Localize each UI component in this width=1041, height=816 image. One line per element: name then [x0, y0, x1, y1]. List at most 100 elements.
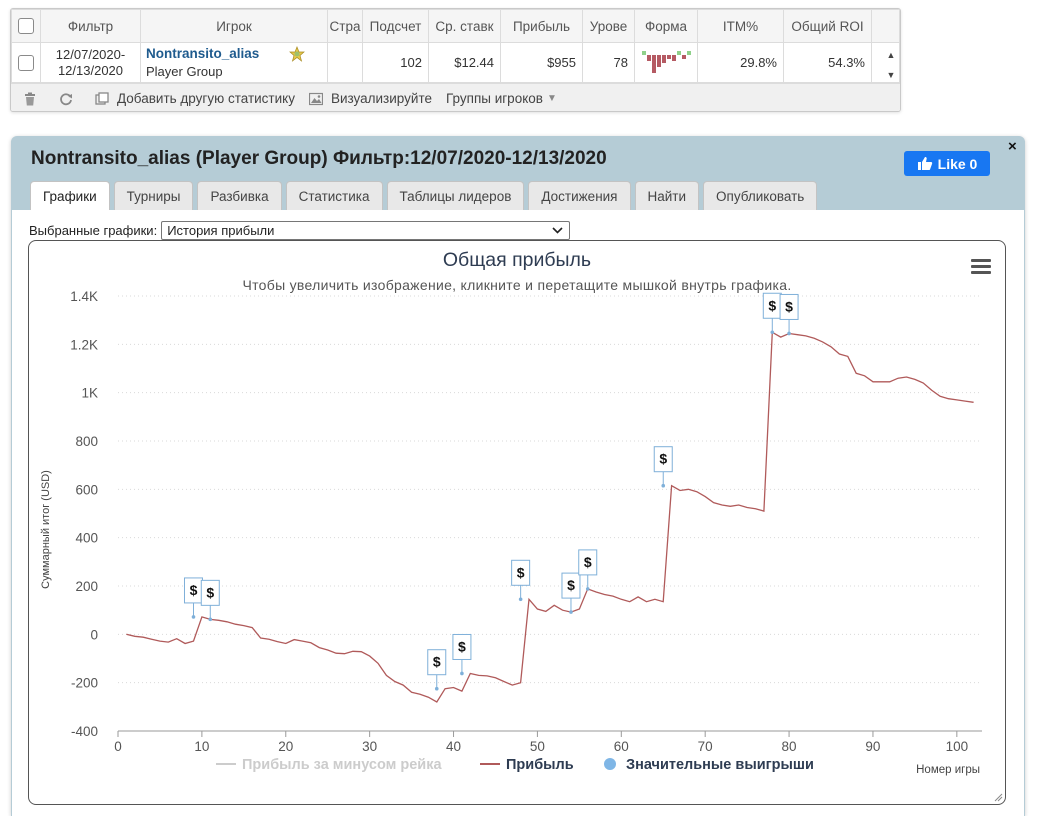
x-tick-label: 10: [194, 739, 209, 754]
select-all-cell[interactable]: [11, 9, 41, 43]
chart-title: Общая прибыль: [442, 249, 592, 271]
x-tick-label: 90: [865, 739, 880, 754]
tab-breakdown[interactable]: Разбивка: [197, 181, 282, 210]
big-win-flag[interactable]: $: [511, 559, 531, 602]
col-header-profit[interactable]: Прибыль: [500, 9, 583, 43]
big-win-flag[interactable]: $: [200, 579, 220, 622]
col-header-filter[interactable]: Фильтр: [40, 9, 141, 43]
player-groups-label: Группы игроков: [445, 91, 543, 106]
big-win-label: $: [584, 554, 592, 570]
resize-grip-icon[interactable]: [993, 792, 1003, 802]
col-header-count[interactable]: Подсчет: [362, 9, 429, 43]
big-win-marker: [460, 671, 464, 676]
tab-charts[interactable]: Графики: [30, 181, 110, 211]
tab-find[interactable]: Найти: [634, 181, 700, 210]
big-win-flag[interactable]: $: [762, 292, 782, 335]
player-panel: Nontransito_alias (Player Group) Фильтр:…: [11, 136, 1025, 816]
col-header-country[interactable]: Стра: [327, 9, 363, 43]
grid-scrollbar[interactable]: ▲ ▼: [885, 45, 897, 85]
col-header-player[interactable]: Игрок: [140, 9, 328, 43]
profit-chart[interactable]: -400 -200 0 200 400 600 800 1K 1.2K 1.4K 0 10 20 30 40…: [29, 241, 1005, 804]
big-win-flag[interactable]: $: [779, 293, 799, 336]
player-name-link[interactable]: Nontransito_alias: [146, 45, 260, 61]
form-bar: [687, 51, 691, 55]
legend-item-profit[interactable]: Прибыль: [480, 757, 574, 773]
big-win-flag[interactable]: $: [578, 549, 598, 591]
big-win-box: [452, 633, 472, 660]
big-win-marker: [770, 330, 775, 335]
like-label: Like 0: [937, 155, 978, 172]
visualize-button[interactable]: Визуализируйте: [308, 91, 432, 106]
close-panel-icon[interactable]: ×: [1008, 138, 1017, 155]
player-groups-dropdown[interactable]: Группы игроков ▼: [446, 91, 557, 106]
x-tick-label: 20: [278, 739, 293, 754]
form-bar: [667, 55, 671, 59]
col-header-itm[interactable]: ITM%: [697, 9, 784, 43]
chart-selector-label: Выбранные графики:: [29, 223, 158, 238]
legend-item-big-wins[interactable]: Значительные выигрыши: [604, 757, 814, 773]
big-win-label: $: [768, 297, 776, 313]
big-win-box: [511, 559, 531, 586]
col-header-roi[interactable]: Общий ROI: [783, 9, 872, 43]
chart-menu-icon[interactable]: [971, 259, 991, 275]
delete-button[interactable]: [23, 92, 45, 106]
col-header-avg-stake[interactable]: Ср. ставк: [428, 9, 501, 43]
form-bar: [662, 55, 666, 63]
form-bar: [647, 55, 651, 61]
form-sparkline: [642, 51, 691, 73]
tab-publish[interactable]: Опубликовать: [703, 181, 818, 210]
tab-statistics[interactable]: Статистика: [285, 181, 383, 210]
y-tick-label: 200: [75, 579, 98, 594]
big-win-marker: [787, 331, 791, 336]
legend-label-big-wins: Значительные выигрыши: [626, 757, 814, 773]
big-win-flag[interactable]: $: [452, 633, 472, 676]
row-select-cell[interactable]: [11, 42, 41, 83]
big-win-box: [561, 572, 581, 599]
player-cell: Nontransito_alias Player Group: [140, 42, 328, 83]
big-win-flag[interactable]: $: [183, 577, 203, 619]
legend-label-profit: Прибыль: [506, 757, 574, 773]
scroll-down-icon[interactable]: ▼: [886, 70, 896, 80]
image-icon: [308, 92, 323, 105]
tab-tournaments[interactable]: Турниры: [113, 181, 194, 210]
add-stat-button[interactable]: Добавить другую статистику: [95, 91, 295, 106]
big-win-flag[interactable]: $: [427, 649, 447, 691]
y-tick-label: 1.4K: [70, 289, 98, 304]
big-win-label: $: [659, 451, 667, 467]
big-win-marker: [191, 615, 196, 619]
x-tick-label: 50: [530, 739, 545, 754]
big-win-flag[interactable]: $: [561, 572, 581, 614]
add-stat-label: Добавить другую статистику: [117, 91, 295, 106]
filter-date-start: 12/07/2020-: [55, 46, 126, 62]
big-win-label: $: [433, 654, 441, 670]
big-win-box: [200, 579, 220, 606]
refresh-icon: [60, 92, 72, 105]
chart-selector-dropdown[interactable]: История прибыли: [161, 221, 571, 240]
big-win-label: $: [458, 638, 466, 654]
stats-grid: Фильтр Игрок Стра Подсчет Ср. ставк Приб…: [10, 8, 901, 112]
scroll-up-icon[interactable]: ▲: [886, 50, 896, 60]
big-win-marker: [661, 483, 666, 488]
add-column-icon: [95, 91, 109, 105]
table-row[interactable]: 12/07/2020- 12/13/2020 Nontransito_alias…: [11, 42, 900, 83]
grid-toolbar: Добавить другую статистику Визуализируйт…: [11, 83, 900, 111]
col-header-spacer: [871, 9, 900, 43]
col-header-level[interactable]: Урове: [582, 9, 635, 43]
tab-leaderboards[interactable]: Таблицы лидеров: [386, 181, 525, 210]
big-win-marker: [208, 617, 213, 622]
y-tick-label: -200: [71, 676, 98, 691]
profit-series-line: [126, 331, 974, 703]
big-win-flag[interactable]: $: [653, 446, 673, 488]
chart-container[interactable]: Общая прибыль Чтобы увеличить изображени…: [28, 240, 1006, 805]
big-win-box: [653, 446, 673, 473]
facebook-like-button[interactable]: Like 0: [904, 151, 990, 176]
col-header-form[interactable]: Форма: [634, 9, 698, 43]
x-tick-label: 100: [946, 739, 969, 754]
row-checkbox[interactable]: [18, 54, 34, 71]
legend-item-net[interactable]: Прибыль за минусом рейка: [216, 757, 442, 773]
chart-legend: Прибыль за минусом рейка Прибыль Значитель…: [216, 757, 814, 773]
refresh-button[interactable]: [59, 92, 81, 106]
tab-achievements[interactable]: Достижения: [528, 181, 631, 210]
itm-cell: 29.8%: [697, 42, 784, 83]
select-all-checkbox[interactable]: [18, 18, 34, 35]
